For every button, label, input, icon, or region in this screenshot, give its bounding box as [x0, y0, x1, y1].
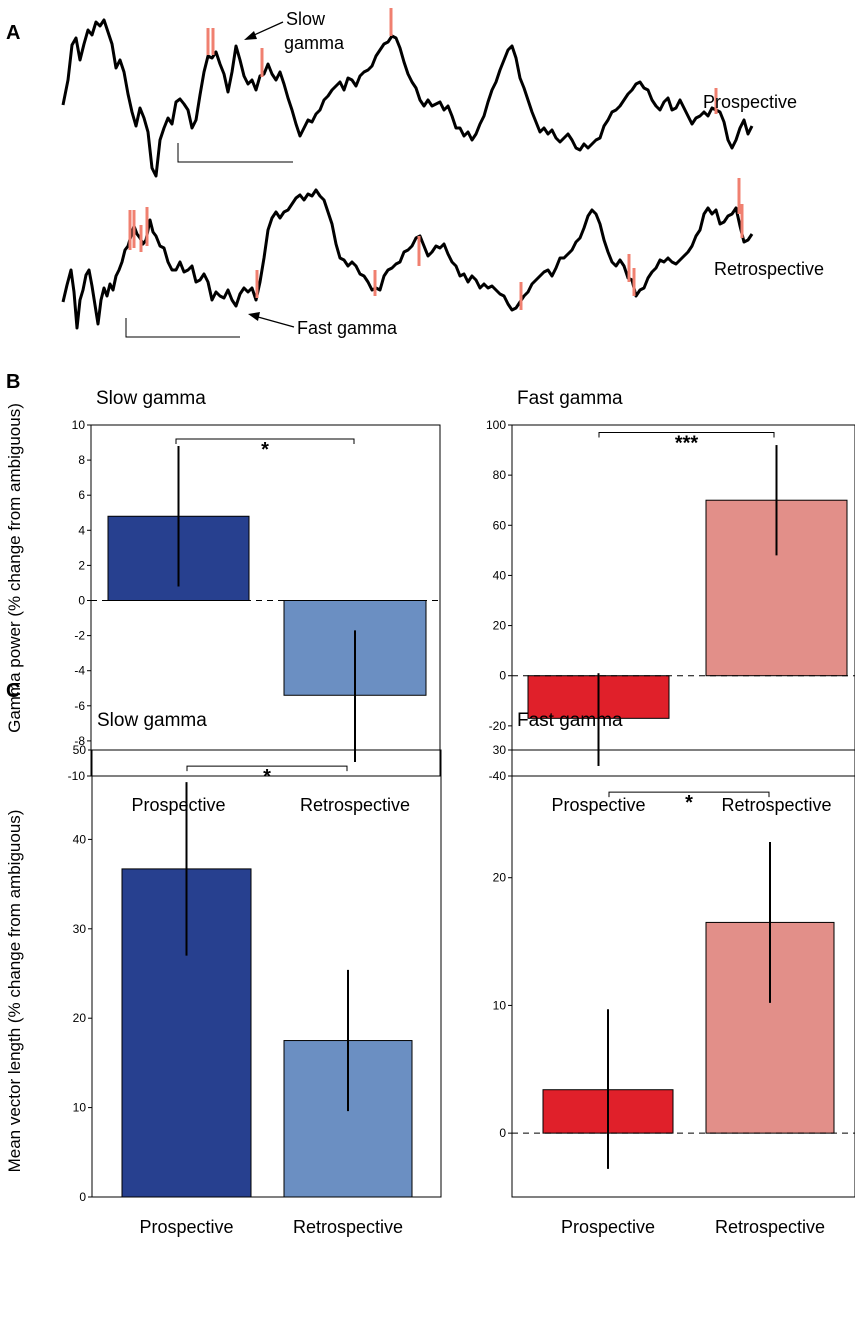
y-tick-label: -6	[74, 699, 85, 713]
y-tick-label: 0	[78, 594, 85, 608]
y-tick-label: -20	[489, 719, 507, 733]
y-axis-label-b: Gamma power (% change from ambiguous)	[5, 403, 24, 733]
y-tick-label: 4	[78, 523, 85, 537]
y-tick-label: 20	[493, 619, 507, 633]
category-label: Retrospective	[293, 1217, 403, 1237]
plot-frame	[511, 749, 855, 1198]
plot-frame	[91, 749, 442, 1198]
category-label: Retrospective	[721, 795, 831, 815]
y-tick-label: -10	[68, 769, 86, 783]
prospective-trace	[61, 18, 754, 178]
chart-title: Fast gamma	[517, 710, 623, 731]
y-axis-label-c: Mean vector length (% change from ambigu…	[5, 810, 24, 1173]
retrospective-trace	[61, 188, 754, 330]
chart-b-fast-gamma: Fast gamma -40 -20 0 20 40 60 80 100 Prospective R…	[486, 388, 855, 815]
y-tick-label: -2	[74, 629, 85, 643]
panel-label-a: A	[6, 22, 20, 44]
significance-bracket	[598, 432, 775, 438]
y-tick-label: -40	[489, 769, 507, 783]
chart-b-slow-gamma: Slow gamma -10 -8 -6 -4 -2 0 2 4 6 8 10 Prospective R…	[68, 388, 441, 815]
y-tick-label: 20	[73, 1011, 87, 1025]
scale-bar-top	[177, 143, 293, 163]
chart-c-fast-gamma: Fast gamma 0 10 20 30 Prospective Retrospectiv…	[493, 710, 855, 1237]
panel-label-c: C	[6, 680, 20, 702]
chart-c-slow-gamma: Slow gamma 0 10 20 30 40 50 Prospective Retrospe…	[73, 710, 442, 1237]
category-label: Prospective	[139, 1217, 233, 1237]
y-tick-label: -8	[74, 734, 85, 748]
y-tick-label: 100	[486, 418, 506, 432]
category-label: Retrospective	[715, 1217, 825, 1237]
y-tick-label: 80	[493, 468, 507, 482]
retrospective-label: Retrospective	[714, 259, 824, 279]
category-label: Prospective	[131, 795, 225, 815]
significance-stars: ***	[675, 433, 699, 455]
y-tick-label: 0	[499, 1126, 506, 1140]
y-tick-label: 30	[73, 922, 87, 936]
y-tick-label: 10	[493, 998, 507, 1012]
significance-stars: *	[685, 792, 693, 814]
y-tick-label: 50	[73, 743, 87, 757]
y-tick-label: 40	[493, 568, 507, 582]
significance-bracket	[186, 765, 348, 772]
y-tick-label: 60	[493, 518, 507, 532]
chart-title: Slow gamma	[97, 710, 207, 731]
significance-stars: *	[261, 439, 269, 461]
category-label: Retrospective	[300, 795, 410, 815]
lfp-traces: Prospective Retrospective Slow gamma Fas…	[61, 8, 824, 338]
fast-gamma-annotation: Fast gamma	[297, 318, 398, 338]
y-tick-label: 0	[79, 1190, 86, 1204]
slow-gamma-annotation-line2: gamma	[284, 33, 345, 53]
y-tick-label: 6	[78, 488, 85, 502]
category-label: Prospective	[551, 795, 645, 815]
prospective-spike-markers	[206, 8, 718, 114]
y-tick-label: 20	[493, 871, 507, 885]
chart-title: Fast gamma	[517, 388, 623, 409]
plot-frame	[511, 424, 855, 777]
fast-gamma-arrowhead	[248, 312, 260, 321]
panel-label-b: B	[6, 371, 20, 393]
fast-gamma-arrow	[257, 316, 295, 328]
y-tick-label: 8	[78, 453, 85, 467]
slow-gamma-annotation-line1: Slow	[286, 9, 326, 29]
scale-bar-bottom	[125, 318, 240, 338]
y-tick-label: 0	[499, 669, 506, 683]
significance-stars: *	[263, 766, 271, 788]
slow-gamma-arrow	[251, 21, 284, 37]
y-tick-label: -4	[74, 664, 85, 678]
retrospective-spike-markers	[128, 178, 744, 310]
significance-bracket	[175, 438, 355, 445]
slow-gamma-arrowhead	[244, 31, 257, 40]
category-label: Prospective	[561, 1217, 655, 1237]
y-tick-label: 30	[493, 743, 507, 757]
y-tick-label: 2	[78, 558, 85, 572]
chart-title: Slow gamma	[96, 388, 206, 409]
prospective-label: Prospective	[703, 92, 797, 112]
y-tick-label: 10	[72, 418, 86, 432]
y-tick-label: 40	[73, 832, 87, 846]
significance-bracket	[608, 791, 770, 798]
y-tick-label: 10	[73, 1101, 87, 1115]
